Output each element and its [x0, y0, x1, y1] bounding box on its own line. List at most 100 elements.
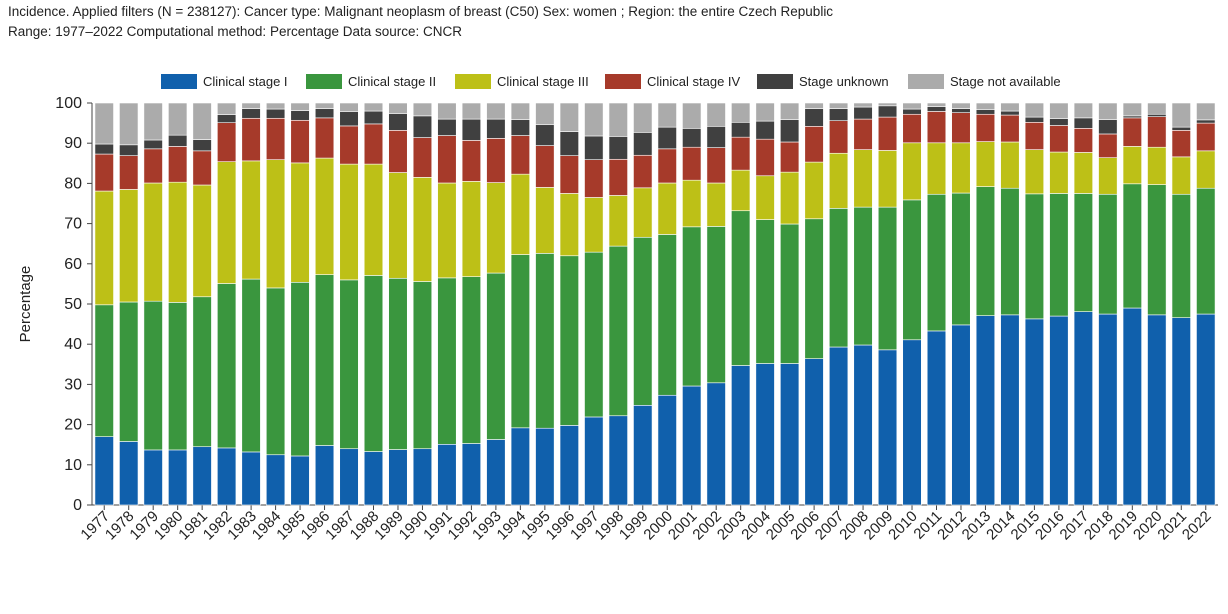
bar-segment-3 [682, 146, 702, 181]
bar-segment-1 [94, 304, 114, 437]
bar-segment-0 [1122, 307, 1142, 506]
bar-segment-2 [437, 182, 457, 279]
bar-segment-0 [265, 454, 286, 506]
bar-segment-1 [559, 255, 579, 426]
legend-label: Stage unknown [799, 74, 889, 89]
bar-segment-2 [265, 159, 286, 289]
bar-segment-4 [168, 134, 188, 147]
bar-segment-5 [902, 102, 922, 110]
bar-segment-4 [388, 113, 408, 131]
bar-segment-1 [535, 253, 555, 429]
bar-segment-5 [780, 102, 800, 120]
bar-segment-0 [1049, 315, 1069, 506]
bar-segment-3 [559, 155, 579, 194]
bar-segment-3 [510, 135, 530, 175]
bar-segment-1 [388, 277, 408, 450]
y-axis-label: Percentage [17, 266, 34, 343]
bar-segment-3 [1122, 117, 1142, 147]
bar-segment-2 [877, 150, 898, 208]
bar-segment-0 [608, 415, 628, 506]
bar-segment-4 [241, 108, 261, 119]
bar-segment-2 [608, 195, 628, 247]
bar-segment-2 [1171, 156, 1191, 195]
bar-segment-3 [437, 135, 457, 184]
bar-segment-4 [804, 108, 824, 127]
bar-segment-0 [1000, 314, 1020, 506]
bar-segment-4 [706, 126, 726, 148]
bar-segment-2 [1024, 149, 1045, 195]
bar-segment-4 [1024, 116, 1045, 123]
bar-segment-1 [828, 208, 849, 348]
bar-segment-2 [1000, 141, 1020, 189]
bar-segment-0 [1098, 313, 1118, 506]
bar-segment-3 [388, 130, 408, 173]
bar-segment-2 [168, 181, 188, 303]
bar-segment-5 [1024, 102, 1045, 118]
bar-segment-1 [412, 281, 433, 450]
bar-segment-5 [94, 102, 114, 145]
legend-label: Clinical stage IV [647, 74, 741, 89]
bar-segment-5 [412, 102, 433, 117]
bar-segment-5 [388, 102, 408, 114]
bar-segment-0 [363, 451, 384, 506]
bar-segment-5 [926, 102, 947, 107]
bar-segment-1 [804, 218, 824, 359]
bar-segment-3 [339, 125, 359, 165]
bar-segment-5 [1098, 102, 1118, 120]
bar-segment-1 [461, 276, 482, 444]
bar-segment-2 [388, 172, 408, 279]
bar-segment-2 [461, 181, 482, 277]
bar-segment-1 [265, 287, 286, 456]
bar-segment-1 [877, 206, 898, 351]
bar-segment-3 [804, 126, 824, 163]
bar-segment-5 [119, 102, 139, 146]
bar-segment-2 [1049, 151, 1069, 194]
bar-segment-2 [926, 142, 947, 195]
bar-segment-1 [706, 226, 726, 384]
bar-segment-5 [486, 102, 506, 120]
bar-segment-1 [119, 301, 139, 442]
bar-segment-0 [119, 441, 139, 506]
bar-segment-0 [951, 324, 971, 506]
bar-segment-0 [731, 365, 751, 506]
bar-segment-4 [339, 111, 359, 127]
bar-segment-3 [1147, 116, 1167, 148]
bar-segment-2 [804, 161, 824, 220]
bar-segment-5 [363, 102, 384, 112]
bar-segment-4 [853, 106, 873, 120]
bar-segment-1 [682, 226, 702, 387]
bar-segment-5 [828, 102, 849, 109]
bar-segment-1 [633, 236, 653, 406]
bar-segment-2 [1147, 146, 1167, 185]
bar-segment-0 [510, 427, 530, 506]
bar-segment-4 [780, 119, 800, 143]
bar-segment-3 [1171, 130, 1191, 158]
bar-segment-5 [853, 102, 873, 108]
bar-segment-2 [633, 187, 653, 238]
bar-segment-5 [1000, 102, 1020, 112]
bar-segment-5 [975, 102, 996, 110]
bar-segment-4 [290, 110, 310, 121]
bar-segment-2 [755, 175, 775, 220]
bar-segment-4 [682, 128, 702, 148]
bar-segment-0 [412, 448, 433, 506]
bar-segment-4 [633, 132, 653, 156]
bar-segment-3 [94, 153, 114, 192]
bar-segment-0 [877, 349, 898, 506]
bar-segment-0 [975, 315, 996, 506]
bar-segment-0 [828, 346, 849, 506]
bar-segment-5 [192, 102, 212, 140]
legend-swatch [161, 74, 197, 89]
bar-segment-3 [143, 148, 163, 184]
bar-segment-3 [975, 113, 996, 142]
bar-segment-5 [877, 102, 898, 107]
bar-segment-5 [241, 102, 261, 109]
bar-segment-3 [1073, 128, 1093, 153]
bar-segment-4 [535, 124, 555, 146]
bar-segment-4 [755, 120, 775, 140]
bar-segment-0 [1196, 313, 1216, 506]
bar-segment-2 [559, 193, 579, 257]
bar-segment-1 [217, 283, 237, 449]
bar-segment-2 [853, 149, 873, 208]
legend-label: Clinical stage I [203, 74, 288, 89]
